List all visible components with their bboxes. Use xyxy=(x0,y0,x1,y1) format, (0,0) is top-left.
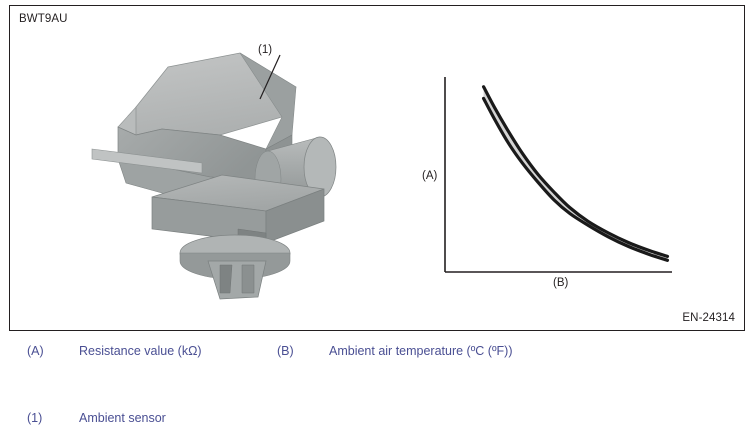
ambient-sensor-illustration xyxy=(70,31,390,321)
figure-code-label: EN-24314 xyxy=(682,312,735,324)
chart-x-axis-label: (B) xyxy=(553,277,569,289)
resistance-temperature-chart xyxy=(410,61,700,301)
clip-stem xyxy=(207,260,267,300)
clip-stem-groove-right xyxy=(241,264,255,294)
chart-curve-upper xyxy=(481,85,670,258)
chart-plot-svg xyxy=(444,77,672,273)
caption-b-key: (B) xyxy=(277,344,294,358)
legend-item-1-key: (1) xyxy=(27,411,43,425)
caption-a: (A) Resistance value (kΩ) xyxy=(27,341,277,383)
caption-b-text: Ambient air temperature (ºC (ºF)) xyxy=(329,344,513,358)
chart-tolerance-band xyxy=(483,86,668,261)
callout-leader-line xyxy=(259,54,281,100)
connector-rail-ridge xyxy=(91,148,203,174)
clip-stem-groove-left xyxy=(219,264,233,294)
caption-a-key: (A) xyxy=(27,344,44,358)
caption-a-text: Resistance value (kΩ) xyxy=(79,344,202,358)
legend-item-1: (1) Ambient sensor xyxy=(27,408,277,430)
caption-b: (B) Ambient air temperature (ºC (ºF)) xyxy=(277,341,527,383)
mounting-plate-right-face xyxy=(265,188,325,244)
figure-frame: BWT9AU EN-24314 xyxy=(9,5,745,331)
chart-curve-lower xyxy=(481,96,670,262)
ambient-sensor-icon xyxy=(91,52,337,300)
callout-number-1: (1) xyxy=(258,44,273,56)
legend-item-1-text: Ambient sensor xyxy=(79,411,166,425)
chart-y-axis-label: (A) xyxy=(422,170,438,182)
figure-id-label: BWT9AU xyxy=(19,13,68,25)
